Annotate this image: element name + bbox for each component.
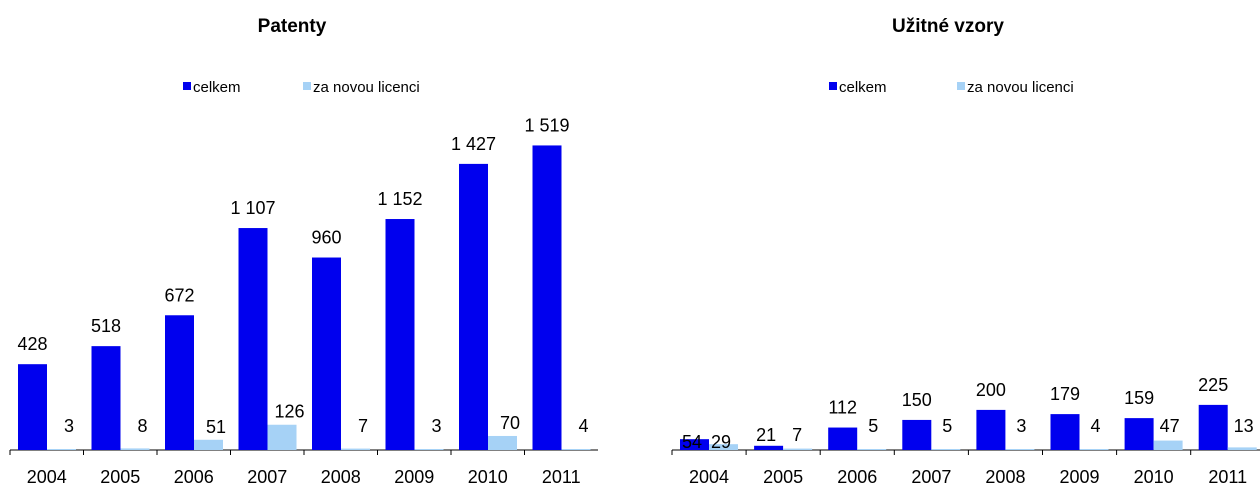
data-label-za-novou-licenci-2008: 7 xyxy=(358,416,368,436)
x-tick-label-2008: 2008 xyxy=(321,467,361,487)
data-label-za-novou-licenci-2004: 3 xyxy=(64,416,74,436)
bar-za-novou-licenci-2004 xyxy=(709,444,738,450)
x-tick-label-2010: 2010 xyxy=(468,467,508,487)
bar-celkem-2005 xyxy=(754,445,784,450)
data-label-za-novou-licenci-2008: 3 xyxy=(1016,416,1026,436)
bar-za-novou-licenci-2009 xyxy=(1079,449,1109,450)
legend-patenty: celkem za novou licenci xyxy=(183,79,420,96)
x-tick-label-2007: 2007 xyxy=(911,467,951,487)
x-tick-label-2011: 2011 xyxy=(1208,467,1247,487)
plot-area-uzitne-vzory: 54 29 2004 21 7 2005 112 5 2006 150 5 2007 200 3 2008 1… xyxy=(671,375,1260,487)
data-label-celkem-2010: 1 427 xyxy=(451,134,496,154)
bar-za-novou-licenci-2008 xyxy=(1005,449,1035,450)
bar-za-novou-licenci-2011 xyxy=(561,449,591,450)
data-label-celkem-2006: 672 xyxy=(164,285,194,305)
bar-za-novou-licenci-2008 xyxy=(341,448,370,450)
data-label-celkem-2009: 179 xyxy=(1050,384,1080,404)
legend-swatch-celkem xyxy=(829,82,837,90)
data-label-za-novou-licenci-2007: 126 xyxy=(274,402,304,422)
data-label-celkem-2008: 200 xyxy=(976,380,1006,400)
data-label-celkem-2007: 1 107 xyxy=(230,198,275,218)
legend-swatch-za-novou-licenci xyxy=(957,82,965,90)
bar-za-novou-licenci-2007 xyxy=(267,424,297,450)
bar-celkem-2011 xyxy=(1198,404,1228,450)
bar-celkem-2007 xyxy=(238,228,268,450)
data-label-celkem-2008: 960 xyxy=(311,228,341,248)
data-label-za-novou-licenci-2006: 51 xyxy=(206,417,226,437)
data-label-za-novou-licenci-2009: 3 xyxy=(431,416,441,436)
bar-za-novou-licenci-2004 xyxy=(47,449,76,450)
data-label-za-novou-licenci-2005: 7 xyxy=(792,425,802,445)
bar-celkem-2006 xyxy=(165,315,194,450)
bar-celkem-2005 xyxy=(91,346,121,450)
bar-za-novou-licenci-2007 xyxy=(931,448,961,450)
data-label-za-novou-licenci-2011: 4 xyxy=(578,416,588,436)
legend-label-celkem: celkem xyxy=(839,79,887,96)
bar-celkem-2008 xyxy=(312,257,341,450)
data-label-celkem-2009: 1 152 xyxy=(377,189,422,209)
legend-swatch-celkem xyxy=(183,82,191,90)
x-tick-label-2010: 2010 xyxy=(1134,467,1174,487)
x-tick-label-2004: 2004 xyxy=(27,467,67,487)
bar-za-novou-licenci-2010 xyxy=(488,435,517,450)
bar-celkem-2008 xyxy=(976,409,1006,450)
data-label-celkem-2011: 1 519 xyxy=(524,115,569,135)
bar-za-novou-licenci-2005 xyxy=(120,448,150,450)
bar-celkem-2007 xyxy=(902,419,932,450)
bar-za-novou-licenci-2006 xyxy=(194,439,223,450)
chart-uzitne-vzory: Užitné vzory celkem za novou licenci 54 2… xyxy=(671,16,1260,487)
legend-label-za-novou-licenci: za novou licenci xyxy=(967,79,1074,96)
bar-celkem-2010 xyxy=(1124,418,1154,450)
x-tick-label-2008: 2008 xyxy=(985,467,1025,487)
data-label-za-novou-licenci-2006: 5 xyxy=(868,416,878,436)
x-tick-label-2004: 2004 xyxy=(689,467,729,487)
x-tick-label-2005: 2005 xyxy=(763,467,803,487)
x-tick-label-2006: 2006 xyxy=(174,467,214,487)
data-label-za-novou-licenci-2009: 4 xyxy=(1090,416,1100,436)
bar-za-novou-licenci-2006 xyxy=(857,448,887,450)
data-label-za-novou-licenci-2007: 5 xyxy=(942,416,952,436)
legend-label-celkem: celkem xyxy=(193,79,241,96)
chart-patenty: Patenty celkem za novou licenci 428 3 2004… xyxy=(9,16,598,487)
x-tick-label-2006: 2006 xyxy=(837,467,877,487)
data-label-za-novou-licenci-2005: 8 xyxy=(137,416,147,436)
legend-swatch-za-novou-licenci xyxy=(303,82,311,90)
bar-celkem-2004 xyxy=(18,364,47,450)
legend-uzitne-vzory: celkem za novou licenci xyxy=(829,79,1074,96)
data-label-celkem-2004: 428 xyxy=(17,334,47,354)
plot-area-patenty: 428 3 2004 518 8 2005 672 51 2006 1 107 126 2007 960… xyxy=(9,115,598,487)
x-tick-label-2009: 2009 xyxy=(1060,467,1100,487)
x-tick-label-2005: 2005 xyxy=(100,467,140,487)
bar-za-novou-licenci-2011 xyxy=(1227,447,1257,450)
bar-celkem-2009 xyxy=(1050,414,1080,450)
bar-za-novou-licenci-2009 xyxy=(414,449,444,450)
data-label-celkem-2011: 225 xyxy=(1198,375,1228,395)
x-tick-label-2007: 2007 xyxy=(247,467,287,487)
data-label-celkem-2005: 518 xyxy=(91,316,121,336)
x-tick-label-2011: 2011 xyxy=(542,467,581,487)
data-label-celkem-2004: 54 xyxy=(682,432,702,452)
bar-za-novou-licenci-2010 xyxy=(1153,440,1183,450)
bar-celkem-2010 xyxy=(459,163,488,450)
bar-celkem-2006 xyxy=(828,427,858,450)
x-tick-label-2009: 2009 xyxy=(394,467,434,487)
bar-celkem-2011 xyxy=(532,145,562,451)
data-label-celkem-2006: 112 xyxy=(828,398,857,418)
data-label-za-novou-licenci-2011: 13 xyxy=(1234,416,1254,436)
data-label-za-novou-licenci-2010: 70 xyxy=(500,413,520,433)
bar-za-novou-licenci-2005 xyxy=(783,448,813,450)
bar-celkem-2009 xyxy=(385,219,415,450)
data-label-za-novou-licenci-2004: 29 xyxy=(711,432,731,452)
data-label-celkem-2007: 150 xyxy=(902,390,932,410)
chart-title-uzitne-vzory: Užitné vzory xyxy=(892,16,1004,37)
data-label-celkem-2010: 159 xyxy=(1124,388,1154,408)
legend-label-za-novou-licenci: za novou licenci xyxy=(313,79,420,96)
data-label-celkem-2005: 21 xyxy=(756,425,776,445)
bar-celkem-2004 xyxy=(680,439,709,450)
data-label-za-novou-licenci-2010: 47 xyxy=(1160,416,1180,436)
chart-title-patenty: Patenty xyxy=(258,16,327,37)
